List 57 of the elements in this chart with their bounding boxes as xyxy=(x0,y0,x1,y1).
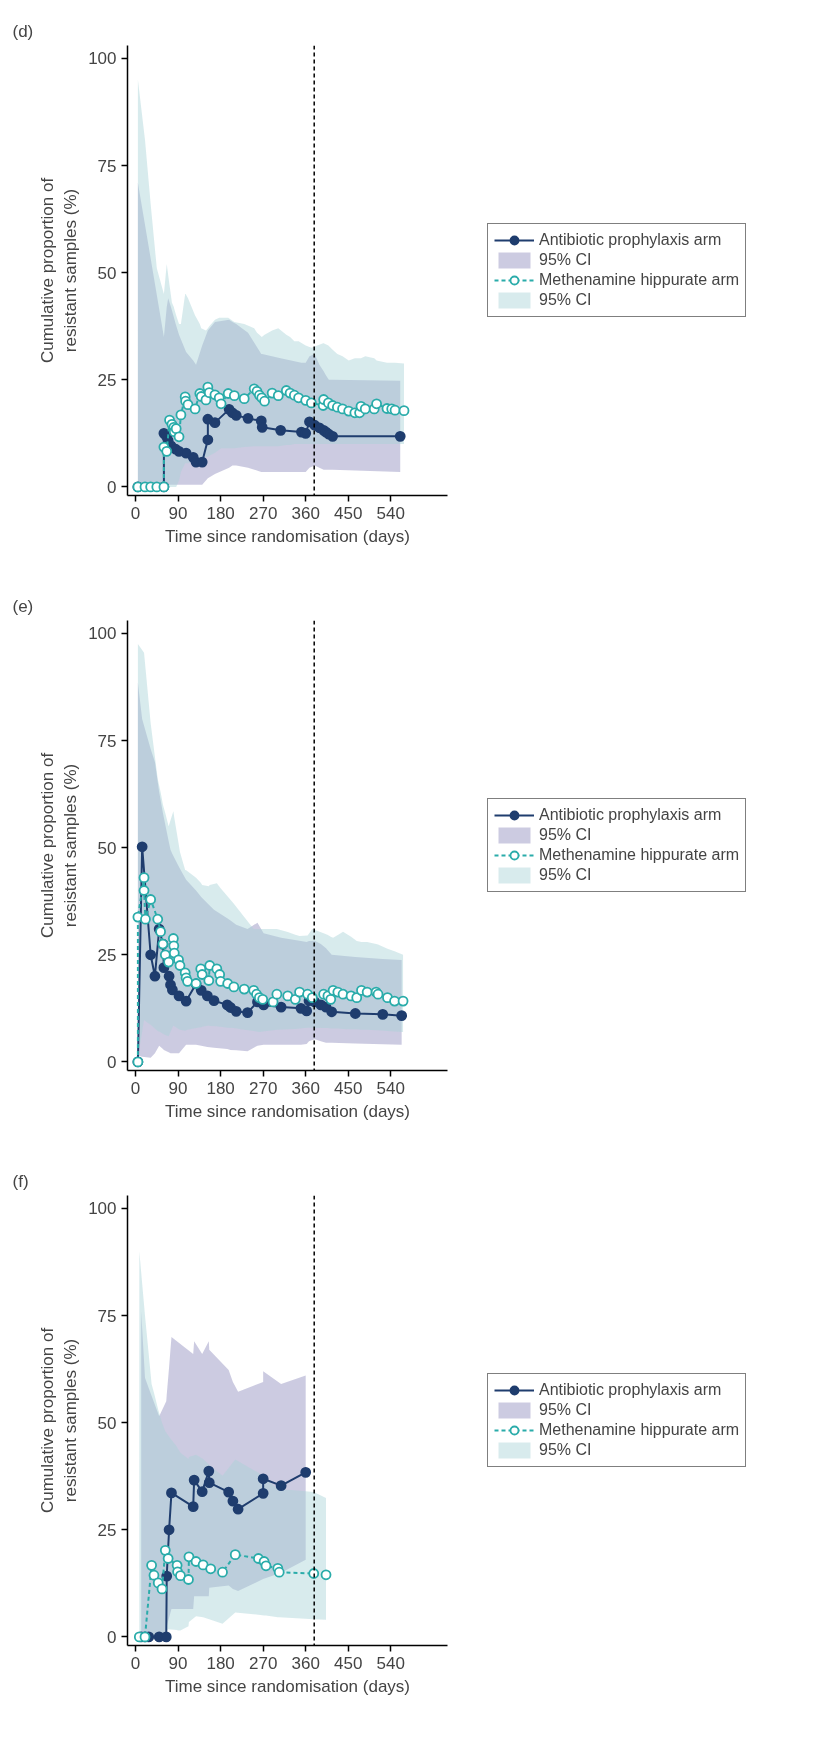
legend-label: Antibiotic prophylaxis arm xyxy=(539,231,722,249)
y-tick-label: 100 xyxy=(88,624,117,644)
legend-label: 95% CI xyxy=(539,1441,592,1459)
legend-label: Antibiotic prophylaxis arm xyxy=(539,806,722,824)
y-tick-label: 25 xyxy=(97,370,117,390)
x-tick-label: 360 xyxy=(291,1078,320,1098)
x-tick-label: 90 xyxy=(168,1078,188,1098)
x-tick-label: 0 xyxy=(130,1653,141,1673)
y-axis-title: Cumulative proportion of resistant samples (%) xyxy=(38,752,81,939)
y-tick-label: 75 xyxy=(97,1306,117,1326)
x-tick-label: 450 xyxy=(334,1653,363,1673)
y-tick-label: 75 xyxy=(97,156,117,176)
legend-label: Methenamine hippurate arm xyxy=(539,846,740,864)
legend-label: Methenamine hippurate arm xyxy=(539,271,740,289)
x-tick-label: 90 xyxy=(168,1653,188,1673)
y-tick-label: 0 xyxy=(107,1052,117,1072)
x-tick-label: 180 xyxy=(206,503,235,523)
y-tick-label: 50 xyxy=(97,263,117,283)
y-tick-label: 0 xyxy=(107,1627,117,1647)
y-tick-label: 50 xyxy=(97,838,117,858)
x-axis-title: Time since randomisation (days) xyxy=(164,526,411,546)
chart-title: (e) xyxy=(12,596,34,616)
x-tick-label: 0 xyxy=(130,503,141,523)
x-tick-label: 360 xyxy=(291,1653,320,1673)
legend-label: 95% CI xyxy=(539,866,592,884)
legend-label: Antibiotic prophylaxis arm xyxy=(539,1381,722,1399)
y-tick-label: 75 xyxy=(97,731,117,751)
x-tick-label: 180 xyxy=(206,1653,235,1673)
y-axis-title: Cumulative proportion of resistant samples (%) xyxy=(38,177,81,364)
y-tick-label: 100 xyxy=(88,1199,117,1219)
legend-label: 95% CI xyxy=(539,1401,592,1419)
y-tick-label: 0 xyxy=(107,477,117,497)
x-tick-label: 540 xyxy=(376,1653,405,1673)
x-tick-label: 540 xyxy=(376,1078,405,1098)
legend-label: 95% CI xyxy=(539,251,592,269)
x-tick-label: 450 xyxy=(334,1078,363,1098)
legend-label: 95% CI xyxy=(539,291,592,309)
x-tick-label: 360 xyxy=(291,503,320,523)
y-axis-title: Cumulative proportion of resistant samples (%) xyxy=(38,1327,81,1514)
x-axis-title: Time since randomisation (days) xyxy=(164,1101,411,1121)
y-tick-label: 100 xyxy=(88,49,117,69)
x-axis-title: Time since randomisation (days) xyxy=(164,1676,411,1696)
x-tick-label: 0 xyxy=(130,1078,141,1098)
legend-label: 95% CI xyxy=(539,826,592,844)
x-tick-label: 180 xyxy=(206,1078,235,1098)
x-tick-label: 270 xyxy=(248,503,278,523)
y-tick-label: 25 xyxy=(97,945,117,965)
x-tick-label: 540 xyxy=(376,503,405,523)
y-tick-label: 25 xyxy=(97,1520,117,1540)
x-tick-label: 270 xyxy=(248,1078,278,1098)
y-tick-label: 50 xyxy=(97,1413,117,1433)
x-tick-label: 450 xyxy=(334,503,363,523)
chart-title: (d) xyxy=(12,21,34,41)
x-tick-label: 270 xyxy=(248,1653,278,1673)
chart-title: (f) xyxy=(12,1171,29,1191)
legend-label: Methenamine hippurate arm xyxy=(539,1421,740,1439)
x-tick-label: 90 xyxy=(168,503,188,523)
